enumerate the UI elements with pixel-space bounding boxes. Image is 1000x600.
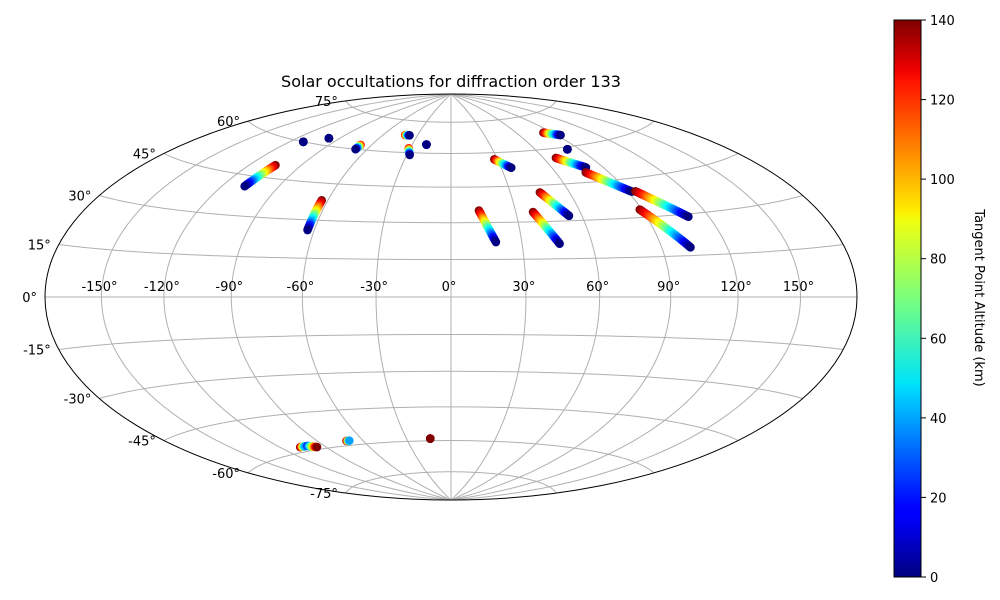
latitude-tick-label: 75°	[315, 95, 338, 110]
longitude-tick-label: -90°	[215, 280, 243, 295]
occultation-point	[556, 130, 565, 140]
occultation-point	[684, 212, 693, 221]
occultation-track	[474, 206, 501, 247]
longitude-tick-label: 30°	[512, 280, 535, 295]
latitude-tick-label: 0°	[22, 291, 37, 306]
occultation-point	[345, 436, 354, 445]
occultation-track	[535, 188, 574, 221]
occultation-track	[422, 140, 431, 149]
occultation-track	[635, 205, 695, 252]
occultation-track	[631, 186, 693, 221]
latitude-tick-labels: -75° -60° -45° -30° -15° 0° 15° 30° 45° 60° 75°	[22, 95, 338, 502]
colorbar-tick-label: 140	[930, 14, 955, 29]
longitude-tick-label: 120°	[720, 280, 751, 295]
occultation-track	[303, 441, 322, 452]
latitude-tick-label: 15°	[28, 239, 51, 254]
map-boundary	[44, 93, 858, 501]
occultation-track	[404, 143, 414, 160]
occultation-point	[506, 163, 516, 173]
occultation-track	[528, 207, 564, 248]
longitude-tick-label: 150°	[783, 280, 814, 295]
parallel-line	[58, 243, 844, 261]
longitude-tick-label: -60°	[287, 280, 315, 295]
parallel-line	[345, 471, 557, 494]
latitude-tick-label: -75°	[310, 487, 338, 502]
colorbar-tick-label: 0	[930, 571, 938, 586]
occultation-track	[551, 153, 591, 172]
occultation-point	[564, 211, 574, 221]
occultation-point	[425, 434, 435, 443]
longitude-tick-label: 0°	[442, 280, 457, 295]
longitude-tick-label: -120°	[144, 280, 180, 295]
longitude-tick-labels: -150° -120° -90° -60° -30° 0° 30° 60° 90° 120° 150…	[81, 280, 814, 295]
latitude-tick-label: -60°	[212, 467, 240, 482]
longitude-tick-label: 90°	[657, 280, 680, 295]
occultation-point	[555, 239, 564, 248]
latitude-tick-label: -45°	[128, 435, 156, 450]
latitude-tick-label: 60°	[217, 115, 240, 130]
colorbar	[893, 19, 922, 578]
occultation-track	[299, 137, 308, 147]
occultation-track	[303, 196, 327, 235]
parallel-line	[247, 120, 655, 154]
occultation-track	[351, 140, 365, 154]
longitude-tick-label: -150°	[81, 280, 117, 295]
colorbar-tick-label: 80	[930, 253, 947, 268]
colorbar-tick-label: 20	[930, 491, 947, 506]
parallel-line	[99, 195, 803, 224]
latitude-tick-label: 45°	[133, 148, 156, 163]
longitude-tick-label: 60°	[586, 280, 609, 295]
occultation-track	[581, 168, 637, 196]
occultation-point	[303, 225, 312, 235]
occultation-track	[563, 145, 572, 154]
graticule	[45, 94, 857, 500]
parallel-line	[345, 100, 557, 123]
colorbar-ticks: 0 20 40 60 80 100 120 140	[921, 14, 955, 586]
occultation-track	[240, 160, 280, 191]
colorbar-tick-label: 40	[930, 412, 947, 427]
latitude-tick-label: -30°	[64, 393, 92, 408]
occultation-track	[400, 130, 414, 140]
colorbar-label: Tangent Point Altitude (km)	[971, 208, 986, 386]
parallel-line	[163, 153, 739, 188]
occultation-track	[425, 434, 435, 443]
parallel-line	[99, 370, 803, 399]
occultation-point	[686, 242, 695, 252]
occultation-point	[351, 144, 360, 154]
colorbar-tick-label: 120	[930, 94, 955, 109]
occultation-point	[491, 237, 501, 247]
colorbar-tick-label: 60	[930, 332, 947, 347]
parallel-line	[58, 333, 844, 351]
occultation-track	[342, 436, 354, 446]
occultation-points	[240, 128, 695, 452]
occultation-track	[324, 133, 334, 143]
parallel-line	[247, 440, 655, 474]
parallel-line	[163, 406, 739, 441]
occultation-track	[539, 128, 565, 140]
occultation-track	[489, 154, 516, 173]
occultation-point	[422, 140, 431, 149]
colorbar-tick-label: 100	[930, 173, 955, 188]
occultation-point	[405, 150, 414, 160]
latitude-tick-label: -15°	[23, 344, 51, 359]
occultation-point	[324, 133, 334, 143]
occultation-point	[405, 131, 414, 140]
occultation-point	[299, 137, 308, 147]
chart-title: Solar occultations for diffraction order…	[281, 72, 621, 91]
occultation-point	[563, 145, 572, 154]
latitude-tick-label: 30°	[68, 190, 91, 205]
longitude-tick-label: -30°	[360, 280, 388, 295]
occultation-point	[312, 442, 322, 452]
occultation-point	[240, 181, 249, 191]
